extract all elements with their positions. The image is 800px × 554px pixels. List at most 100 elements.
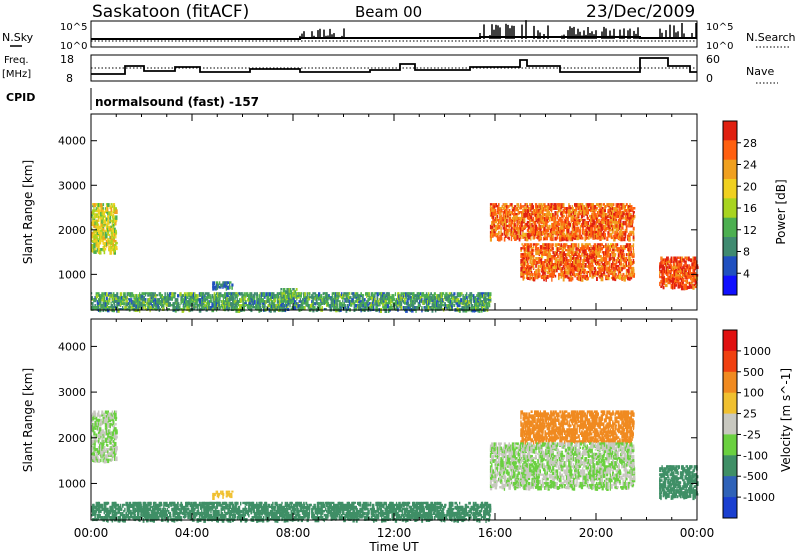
echo-cell-0-1 <box>342 294 344 298</box>
echo-cell-0-4 <box>526 211 530 215</box>
echo-cell-0-4 <box>562 228 565 232</box>
echo-cell-0-5 <box>574 243 577 248</box>
echo-cell-0-1 <box>297 304 300 309</box>
echo-cell-0-4 <box>522 205 525 208</box>
echo-cell-0-4 <box>586 236 589 239</box>
echo-cell-0-1 <box>185 296 187 301</box>
echo-cell-0-5 <box>590 245 592 249</box>
echo-cell-0-1 <box>463 306 466 309</box>
echo-cell-0-1 <box>264 296 266 299</box>
echo-cell-0-4 <box>603 205 606 210</box>
echo-cell-0-1 <box>124 306 127 310</box>
echo-cell-0-1 <box>470 296 472 300</box>
echo-cell-0-1 <box>315 302 318 305</box>
echo-cell-0-4 <box>515 207 517 211</box>
echo-cell-0-1 <box>340 292 343 296</box>
echo-cell-1-0 <box>104 423 107 428</box>
echo-cell-1-0 <box>108 416 111 420</box>
echo-cell-0-5 <box>559 251 562 255</box>
echo-cell-1-0 <box>102 416 106 421</box>
echo-cell-0-4 <box>552 205 554 210</box>
echo-cell-0-1 <box>397 304 400 307</box>
echo-cell-1-0 <box>96 425 99 431</box>
echo-cell-0-1 <box>402 306 406 310</box>
echo-cell-0-6 <box>677 260 680 264</box>
echo-cell-0-5 <box>520 247 522 250</box>
echo-cell-0-1 <box>125 304 128 309</box>
echo-cell-0-4 <box>554 220 556 224</box>
echo-cell-0-1 <box>412 308 414 311</box>
echo-cell-0-4 <box>527 232 530 235</box>
echo-cell-0-4 <box>553 220 556 226</box>
echo-cell-0-4 <box>549 228 552 233</box>
echo-cell-0-6 <box>669 262 672 267</box>
echo-cell-0-0 <box>95 233 98 239</box>
echo-cell-0-1 <box>251 306 253 309</box>
echo-cell-0-5 <box>531 272 534 276</box>
echo-cell-0-5 <box>616 247 619 252</box>
freq-strip: Freq. [MHz] 18 8 60 0 Nave <box>2 53 778 85</box>
echo-cell-0-5 <box>547 243 550 248</box>
echo-cell-0-4 <box>584 213 587 216</box>
echo-cell-0-5 <box>571 257 574 260</box>
echo-cell-0-3 <box>296 294 300 297</box>
echo-cell-0-1 <box>229 298 231 302</box>
colorbar-swatch <box>723 217 737 238</box>
echo-cell-0-1 <box>263 302 265 306</box>
echo-cell-0-6 <box>680 279 683 284</box>
echo-cell-0-0 <box>111 223 114 228</box>
echo-cell-0-4 <box>540 224 543 229</box>
echo-cell-0-1 <box>484 292 486 296</box>
echo-cell-0-5 <box>581 276 584 282</box>
echo-cell-0-3 <box>294 294 297 299</box>
echo-cell-0-5 <box>575 272 578 276</box>
echo-cell-0-0 <box>92 205 95 208</box>
echo-cell-0-5 <box>608 264 611 268</box>
echo-cell-0-1 <box>299 298 302 302</box>
echo-cell-0-1 <box>155 294 157 299</box>
echo-cell-0-4 <box>531 222 533 227</box>
echo-cell-0-4 <box>556 220 560 226</box>
power-frame <box>90 113 698 311</box>
echo-cell-0-1 <box>259 292 262 295</box>
echo-cell-0-0 <box>107 227 109 232</box>
echo-cell-0-1 <box>418 296 421 299</box>
echo-cell-0-5 <box>571 251 574 255</box>
echo-cell-0-5 <box>559 247 562 251</box>
echo-cell-0-4 <box>616 209 619 212</box>
echo-cell-0-1 <box>222 294 225 299</box>
echo-cell-0-4 <box>495 224 499 228</box>
echo-cell-0-1 <box>242 302 244 306</box>
echo-cell-0-4 <box>529 220 531 224</box>
nsearch-tick-bottom: 10^0 <box>706 41 733 52</box>
echo-cell-0-4 <box>495 203 498 208</box>
echo-cell-0-1 <box>111 304 114 308</box>
echo-cell-0-5 <box>546 270 550 274</box>
echo-cell-0-4 <box>613 224 615 228</box>
echo-cell-0-1 <box>306 292 308 295</box>
echo-cell-0-0 <box>94 229 97 233</box>
echo-cell-0-1 <box>414 306 416 309</box>
echo-cell-0-4 <box>627 213 630 218</box>
echo-cell-0-1 <box>407 302 409 307</box>
echo-cell-0-5 <box>555 251 558 256</box>
echo-cell-0-1 <box>204 294 206 298</box>
echo-cell-0-4 <box>572 211 575 215</box>
echo-cell-0-0 <box>93 203 96 208</box>
echo-cell-0-5 <box>593 251 596 256</box>
echo-cell-0-1 <box>157 304 159 309</box>
echo-cell-0-5 <box>558 263 560 268</box>
echo-cell-0-5 <box>612 247 615 252</box>
echo-cell-0-5 <box>601 257 604 262</box>
echo-cell-0-1 <box>165 300 168 303</box>
echo-cell-0-4 <box>608 209 610 214</box>
echo-cell-0-1 <box>269 296 272 300</box>
echo-cell-0-1 <box>463 296 465 299</box>
echo-cell-0-5 <box>607 243 609 247</box>
echo-cell-0-5 <box>608 261 611 266</box>
echo-cell-0-1 <box>465 296 468 300</box>
echo-cell-0-6 <box>690 276 693 281</box>
echo-cell-0-3 <box>280 294 283 298</box>
echo-cell-0-4 <box>542 207 545 212</box>
echo-cell-0-5 <box>620 257 622 262</box>
